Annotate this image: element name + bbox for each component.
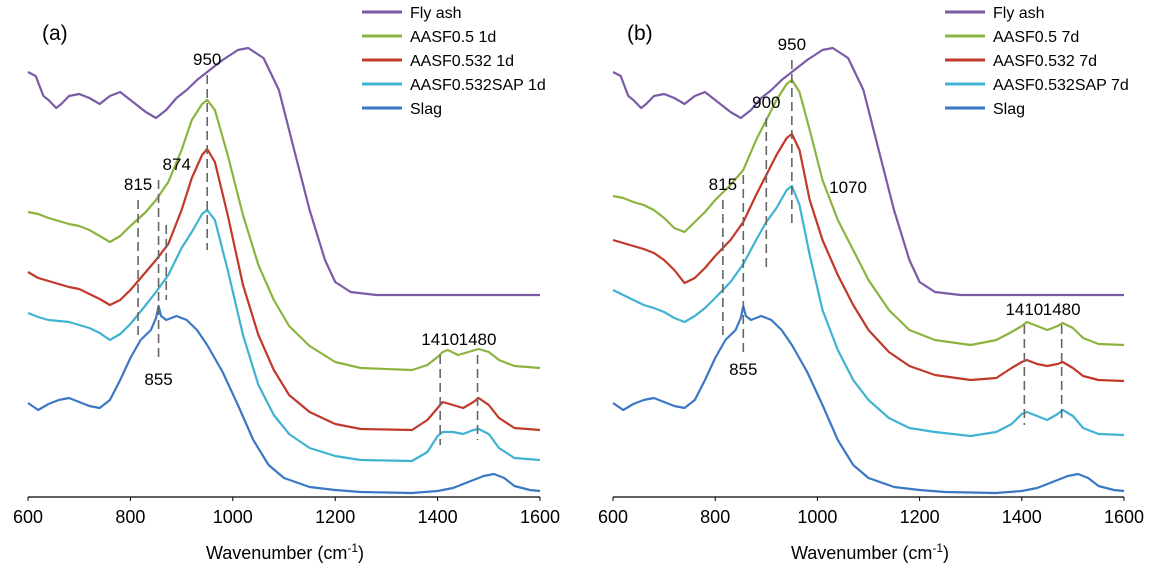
series-line-aasf0-5-1d [27,98,541,372]
peak-marker-label: 900 [752,93,780,112]
legend-entry: Slag [993,101,1025,118]
peak-marker-label: 1410 [421,330,459,349]
legend-entry: AASF0.5 1d [410,29,496,46]
x-axis-label: Wavenumber (cm-1) [791,541,949,563]
series-line-aasf0-532sap-7d [612,184,1125,438]
panel-a: 600 800 1000 1200 1400 1600 Wavenumber (cm-1) (… [13,5,560,563]
legend-entry: AASF0.532 7d [993,53,1097,70]
peak-marker-label: 815 [124,175,152,194]
panel-b: 600 800 1000 1200 1400 1600 Wavenumber (cm-1) (… [598,5,1144,563]
x-tick-label: 800 [700,507,730,527]
x-axis-label-close: ) [358,543,364,563]
legend-entry: AASF0.532 1d [410,53,514,70]
series-line-fly-ash [612,46,1124,297]
peak-marker-label: 950 [778,35,806,54]
x-tick-label: 1000 [213,507,253,527]
peak-marker-label: 1480 [459,330,497,349]
peak-marker-label: 815 [709,175,737,194]
legend-entry: Slag [410,101,442,118]
series-line-slag [27,304,541,495]
x-tick-label: 1200 [900,507,940,527]
x-axis-label-text: Wavenumber (cm [206,543,347,563]
x-tick-label: 800 [115,507,145,527]
x-axis-label-close: ) [943,543,949,563]
x-axis-label-text: Wavenumber (cm [791,543,932,563]
series-line-aasf0-532-7d [612,132,1125,383]
x-axis-label: Wavenumber (cm-1) [206,541,364,563]
x-axis-label-superscript: -1 [932,541,943,555]
x-tick-label: 1000 [797,507,837,527]
series-line-slag [612,304,1125,495]
legend-entry: AASF0.532SAP 7d [993,77,1129,94]
legend-entry: AASF0.5 7d [993,29,1079,46]
peak-annotation: 855 [144,370,172,389]
legend-entry: Fly ash [410,5,462,22]
series-line-aasf0-532-1d [27,147,541,432]
x-tick-label: 1400 [1002,507,1042,527]
x-tick-label: 600 [13,507,43,527]
legend: Fly ash AASF0.5 1d AASF0.532 1d AASF0.532SA… [362,5,546,118]
peak-marker-label: 1480 [1043,300,1081,319]
peak-annotation: 1070 [829,178,867,197]
peak-annotation: 855 [729,360,757,379]
peak-marker-label: 1410 [1005,300,1043,319]
panel-label: (b) [627,22,653,45]
x-tick-label: 1600 [520,507,560,527]
legend-entry: AASF0.532SAP 1d [410,77,546,94]
legend: Fly ash AASF0.5 7d AASF0.532 7d AASF0.532SA… [945,5,1129,118]
x-tick-label: 600 [598,507,628,527]
series-line-fly-ash [27,46,540,297]
peak-marker-label: 950 [193,50,221,69]
x-tick-label: 1400 [418,507,458,527]
peak-marker-label: 874 [163,155,191,174]
x-tick-label: 1200 [315,507,355,527]
series-line-aasf0-5-7d [612,78,1125,347]
x-tick-label: 1600 [1104,507,1144,527]
x-axis-label-superscript: -1 [347,541,358,555]
series-line-aasf0-532sap-1d [27,208,541,463]
legend-entry: Fly ash [993,5,1045,22]
panel-label: (a) [42,22,68,45]
